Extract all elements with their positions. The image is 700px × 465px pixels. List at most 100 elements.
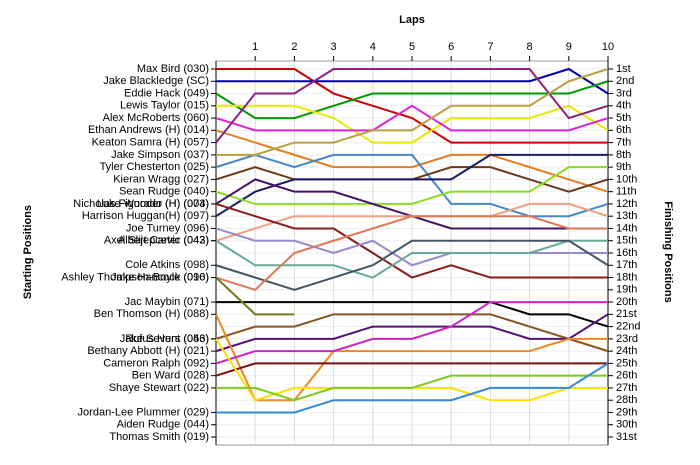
y2-tick-label: 26th — [616, 370, 637, 382]
y2-tick-label: 7th — [616, 137, 631, 149]
y2-tick-label: 23rd — [616, 333, 638, 345]
driver-label: Joe Turney (096) — [126, 222, 209, 234]
y2-tick-label: 6th — [616, 124, 631, 136]
x-tick-label: 5 — [409, 41, 415, 53]
y-axis-title: Starting Positions — [22, 205, 34, 299]
x-tick-label: 6 — [448, 41, 454, 53]
y2-tick-label: 15th — [616, 235, 637, 247]
driver-label: Luke Wooder (H) (003) — [97, 198, 209, 210]
driver-label: Jake Simpson (037) — [111, 149, 209, 161]
driver-label: Lewis Taylor (015) — [120, 100, 209, 112]
y2-tick-label: 27th — [616, 382, 637, 394]
y2-tick-label: 16th — [616, 247, 637, 259]
y2-tick-label: 25th — [616, 357, 637, 369]
y2-tick-label: 11th — [616, 186, 637, 198]
position-line — [215, 227, 608, 267]
x-tick-label: 9 — [566, 41, 572, 53]
y2-tick-label: 22nd — [616, 321, 640, 333]
y2-axis-title: Finishing Positions — [662, 201, 674, 302]
position-line — [215, 153, 608, 218]
driver-label: Bethany Abbott (H) (021) — [87, 345, 209, 357]
driver-label: Kieran Wragg (027) — [113, 173, 209, 185]
position-line — [215, 129, 609, 193]
y2-tick-label: 24th — [616, 345, 637, 357]
driver-label: Nicholas Figurado (H) (074) — [73, 198, 209, 210]
position-line — [215, 239, 609, 291]
driver-label: Keaton Samra (H) (057) — [92, 137, 209, 149]
y2-tick-label: 19th — [616, 284, 637, 296]
y2-tick-label: 12th — [616, 198, 637, 210]
position-line — [216, 67, 609, 95]
y2-tick-label: 17th — [616, 259, 637, 271]
driver-label: Alex McRoberts (060) — [103, 112, 209, 124]
driver-label: Ashley Thompson-Boyle (090) — [61, 271, 209, 283]
position-line — [215, 104, 609, 132]
driver-label: Ben Thomson (H) (088) — [94, 308, 209, 320]
position-line — [215, 313, 609, 353]
position-line — [216, 68, 608, 144]
driver-label: Cole Atkins (098) — [125, 259, 209, 271]
y2-tick-label: 1st — [616, 63, 631, 75]
position-line — [215, 313, 609, 353]
y2-tick-label: 5th — [616, 112, 631, 124]
position-line — [216, 301, 609, 328]
x-tick-label: 1 — [252, 41, 258, 53]
position-line — [215, 215, 608, 291]
driver-label: Harrison Huggan(H) (097) — [82, 210, 209, 222]
y2-tick-label: 8th — [616, 149, 631, 161]
y2-tick-label: 14th — [616, 222, 637, 234]
y2-tick-label: 21st — [616, 308, 637, 320]
x-tick-label: 4 — [370, 41, 376, 53]
position-line — [216, 374, 608, 402]
driver-label: Jake Hancock (016) — [111, 271, 209, 283]
driver-label: Rufus Hunt (053) — [125, 333, 209, 345]
driver-label: Ethan Andrews (H) (014) — [88, 124, 209, 136]
driver-label: Axel Slijepcevic (042) — [104, 235, 209, 247]
position-line — [215, 166, 608, 205]
position-line — [216, 362, 609, 414]
position-line — [216, 68, 609, 156]
driver-label: Tyler Chesterton (025) — [100, 161, 209, 173]
position-line — [215, 313, 608, 402]
driver-label: Albert Carter (043) — [118, 235, 209, 247]
driver-label: Max Bird (030) — [137, 63, 209, 75]
position-line — [215, 153, 609, 218]
position-line — [215, 202, 608, 279]
y2-tick-label: 3rd — [616, 87, 632, 99]
y2-tick-label: 13th — [616, 210, 637, 222]
driver-label: Cameron Ralph (092) — [103, 357, 209, 369]
y2-tick-label: 4th — [616, 100, 631, 112]
position-line — [215, 276, 295, 316]
position-line — [215, 362, 608, 377]
driver-label: Jake Blackledge (SC) — [103, 75, 209, 87]
y2-tick-label: 20th — [616, 296, 637, 308]
y2-tick-label: 31st — [616, 431, 637, 443]
driver-label: Sean Rudge (040) — [119, 186, 209, 198]
x-axis-title: Laps — [399, 14, 425, 26]
y2-tick-label: 30th — [616, 419, 637, 431]
position-line — [216, 104, 609, 144]
y2-tick-label: 2nd — [616, 75, 634, 87]
x-tick-label: 2 — [291, 41, 297, 53]
driver-label: Aiden Rudge (044) — [117, 419, 209, 431]
y2-tick-label: 9th — [616, 161, 631, 173]
position-line — [215, 68, 609, 144]
y2-tick-label: 18th — [616, 271, 637, 283]
driver-label: Jake Severs (046) — [120, 333, 209, 345]
y2-tick-label: 28th — [616, 394, 637, 406]
x-tick-label: 10 — [602, 41, 614, 53]
driver-label: Thomas Smith (019) — [109, 431, 209, 443]
x-tick-label: 8 — [527, 41, 533, 53]
driver-label: Jac Maybin (071) — [125, 296, 209, 308]
driver-label: Shaye Stewart (022) — [109, 382, 209, 394]
driver-label: Ben Ward (028) — [132, 370, 209, 382]
position-line — [215, 301, 608, 365]
y2-tick-label: 29th — [616, 406, 637, 418]
x-tick-label: 7 — [487, 41, 493, 53]
x-tick-label: 3 — [331, 41, 337, 53]
driver-label: Eddie Hack (049) — [124, 87, 209, 99]
y2-tick-label: 10th — [616, 173, 637, 185]
driver-label: Jordan-Lee Plummer (029) — [78, 406, 209, 418]
position-line — [215, 80, 609, 120]
